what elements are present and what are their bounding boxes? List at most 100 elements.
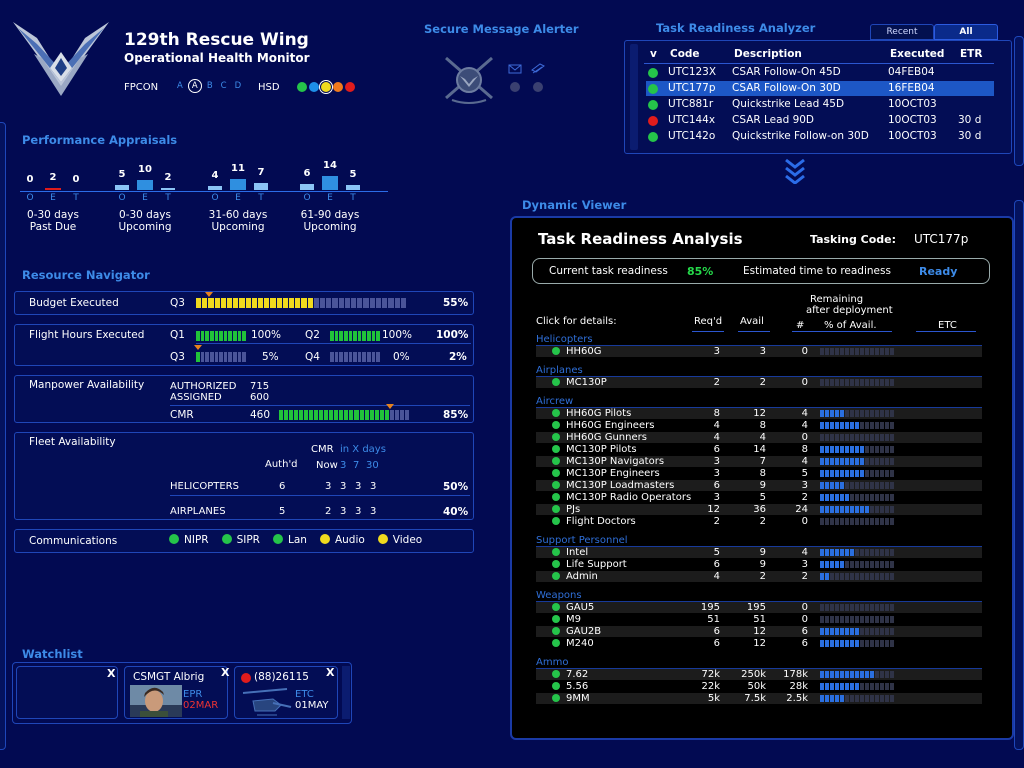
fpcon-option-c[interactable]: C: [220, 81, 227, 91]
bar-segment: [875, 695, 879, 702]
fpcon-option-b[interactable]: B: [206, 81, 213, 91]
chevron-down-icon[interactable]: [784, 158, 806, 184]
dv-row[interactable]: M9 51 51 0: [536, 614, 982, 625]
fpcon-option-d[interactable]: D: [234, 81, 242, 91]
perf-bar[interactable]: [254, 183, 268, 190]
perf-bar[interactable]: [322, 176, 338, 190]
dv-row[interactable]: MC130P Navigators 3 7 4: [536, 456, 982, 467]
task-row[interactable]: UTC144x CSAR Lead 90D 10OCT03 30 d: [646, 113, 994, 128]
comms-item[interactable]: Lan: [272, 534, 307, 546]
dv-row[interactable]: GAU2B 6 12 6: [536, 626, 982, 637]
layers-icon[interactable]: [530, 62, 546, 74]
col-v[interactable]: v: [650, 48, 657, 60]
mail-icon[interactable]: [508, 64, 522, 74]
dv-row[interactable]: MC130P Pilots 6 14 8: [536, 444, 982, 455]
comms-item[interactable]: Audio: [319, 534, 365, 546]
watchlist-scrollbar[interactable]: [342, 666, 350, 719]
watch-card-aircraft[interactable]: (88)26115 X ETC 01MAY: [234, 666, 338, 719]
bar-segment: [820, 616, 824, 623]
dv-row[interactable]: 5.56 22k 50k 28k: [536, 681, 982, 692]
dv-row[interactable]: 9MM 5k 7.5k 2.5k: [536, 693, 982, 704]
dv-row-reqd: 12: [707, 504, 720, 515]
fpcon-option-a[interactable]: A: [177, 81, 183, 91]
col-code[interactable]: Code: [670, 48, 700, 60]
perf-bar[interactable]: [208, 186, 222, 190]
bar-segment: [890, 671, 894, 678]
dv-row[interactable]: Intel 5 9 4: [536, 547, 982, 558]
task-row[interactable]: UTC123X CSAR Follow-On 45D 04FEB04: [646, 65, 994, 80]
col-remaining-count[interactable]: #: [796, 320, 805, 331]
dv-row[interactable]: HH60G Pilots 8 12 4: [536, 408, 982, 419]
task-row[interactable]: UTC142o Quickstrike Follow-on 30D 10OCT03 3…: [646, 129, 994, 144]
col-pct-avail[interactable]: % of Avail.: [824, 320, 877, 331]
fpcon-option-a-selected[interactable]: A: [187, 79, 202, 93]
dv-row[interactable]: Flight Doctors 2 2 0: [536, 516, 982, 527]
dv-row[interactable]: PJs 12 36 24: [536, 504, 982, 515]
dv-row[interactable]: M240 6 12 6: [536, 638, 982, 649]
hsd-orange-dot[interactable]: [333, 82, 343, 92]
dv-row[interactable]: HH60G Gunners 4 4 0: [536, 432, 982, 443]
close-icon[interactable]: X: [221, 666, 230, 679]
task-row[interactable]: UTC881r Quickstrike Lead 45D 10OCT03: [646, 97, 994, 112]
tab-recent[interactable]: Recent: [870, 24, 934, 40]
dv-row-reqd: 195: [700, 602, 720, 613]
secure-emblem-icon[interactable]: [440, 54, 498, 106]
hsd-green-dot[interactable]: [297, 82, 307, 92]
col-etr[interactable]: ETR: [960, 48, 983, 60]
bar-segment: [845, 348, 849, 355]
bar-segment: [845, 616, 849, 623]
hsd-yellow-dot[interactable]: [319, 80, 333, 94]
dv-row-name: MC130P Pilots: [566, 444, 637, 455]
close-icon[interactable]: X: [107, 667, 116, 680]
comms-item[interactable]: Video: [377, 534, 422, 546]
hsd-indicator[interactable]: [297, 80, 355, 94]
perf-bar[interactable]: [161, 188, 175, 190]
dv-row-avail: 12: [753, 638, 766, 649]
perf-bar[interactable]: [230, 179, 246, 190]
dv-row[interactable]: MC130P Radio Operators 3 5 2: [536, 492, 982, 503]
dv-row[interactable]: HH60G Engineers 4 8 4: [536, 420, 982, 431]
fpcon-selector[interactable]: A A B C D: [177, 79, 242, 93]
perf-bar[interactable]: [45, 188, 61, 190]
perf-bar[interactable]: [300, 184, 314, 190]
bar-segment: [855, 695, 859, 702]
dv-row[interactable]: GAU5 195 195 0: [536, 602, 982, 613]
col-description[interactable]: Description: [734, 48, 802, 60]
dv-row[interactable]: MC130P 2 2 0: [536, 377, 982, 388]
dv-row[interactable]: MC130P Engineers 3 8 5: [536, 468, 982, 479]
dv-category-divider: [536, 407, 982, 408]
bar-segment: [850, 695, 854, 702]
bar-segment: [890, 422, 894, 429]
watch-card-person[interactable]: CSMGT Albrig X EPR 02MAR: [124, 666, 230, 719]
task-list-scrollbar[interactable]: [630, 44, 638, 150]
airplanes-7d: 3: [355, 506, 362, 517]
dv-row[interactable]: MC130P Loadmasters 6 9 3: [536, 480, 982, 491]
budget-row[interactable]: Budget Executed Q3 55%: [14, 291, 474, 315]
hsd-red-dot[interactable]: [345, 82, 355, 92]
task-row[interactable]: UTC177p CSAR Follow-On 30D 16FEB04: [646, 81, 994, 96]
fpcon-label: FPCON: [124, 82, 159, 93]
dv-row-name: MC130P Loadmasters: [566, 480, 675, 491]
dv-row[interactable]: 7.62 72k 250k 178k: [536, 669, 982, 680]
communications-row[interactable]: Communications NIPR SIPR Lan Audio Video: [14, 529, 474, 553]
perf-bar[interactable]: [137, 180, 153, 190]
watch-card-empty[interactable]: X: [16, 666, 118, 719]
dv-row-pct-bar: [820, 573, 894, 580]
flight-hours-row[interactable]: Flight Hours Executed Q1 100% Q2 100% 10…: [14, 324, 474, 366]
col-executed[interactable]: Executed: [890, 48, 945, 60]
tab-all[interactable]: All: [934, 24, 998, 40]
col-reqd[interactable]: Req'd: [694, 316, 723, 327]
perf-bar[interactable]: [115, 185, 129, 190]
close-icon[interactable]: X: [326, 666, 335, 679]
dv-row[interactable]: Admin 4 2 2: [536, 571, 982, 582]
fleet-row[interactable]: Fleet Availability CMR in X days Auth'd …: [14, 432, 474, 520]
perf-bar[interactable]: [346, 185, 360, 190]
comms-item[interactable]: NIPR: [169, 534, 209, 546]
col-avail[interactable]: Avail: [740, 316, 764, 327]
dv-row[interactable]: Life Support 6 9 3: [536, 559, 982, 570]
hsd-blue-dot[interactable]: [309, 82, 319, 92]
manpower-row[interactable]: Manpower Availability AUTHORIZED 715 ASS…: [14, 375, 474, 423]
dv-row[interactable]: HH60G 3 3 0: [536, 346, 982, 357]
comms-item[interactable]: SIPR: [221, 534, 260, 546]
col-etc[interactable]: ETC: [938, 320, 957, 331]
